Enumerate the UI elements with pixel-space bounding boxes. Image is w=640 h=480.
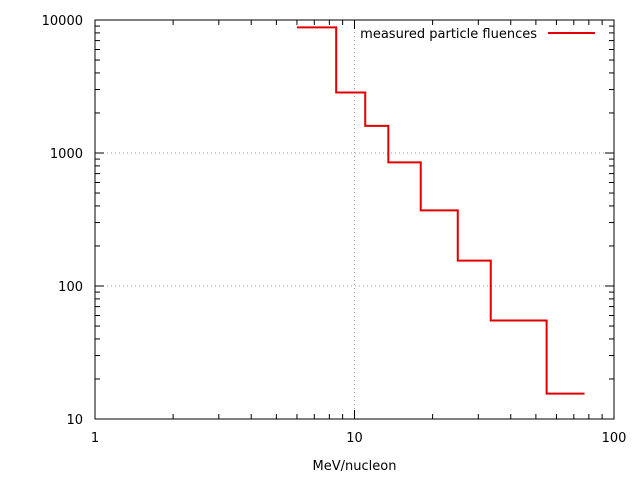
x-axis-label: MeV/nucleon (313, 459, 397, 474)
x-tick-label: 10 (346, 431, 363, 446)
series-layer (296, 26, 585, 395)
y-tick-label: 10000 (42, 14, 83, 29)
x-tick-label: 1 (91, 431, 99, 446)
y-tick-label: 100 (58, 280, 83, 295)
legend-label: measured particle fluences (360, 27, 537, 42)
x-tick-labels: 1 10 100 (91, 431, 627, 446)
legend: measured particle fluences (360, 27, 595, 42)
y-tick-label: 1000 (50, 147, 83, 162)
y-tick-label: 10 (66, 413, 83, 428)
series-line (296, 26, 585, 395)
x-tick-label: 100 (602, 431, 627, 446)
y-tick-labels: 10 100 1000 10000 (42, 14, 83, 428)
plot-frame (94, 19, 615, 420)
gridlines (95, 20, 614, 419)
axis-ticks (94, 19, 615, 420)
